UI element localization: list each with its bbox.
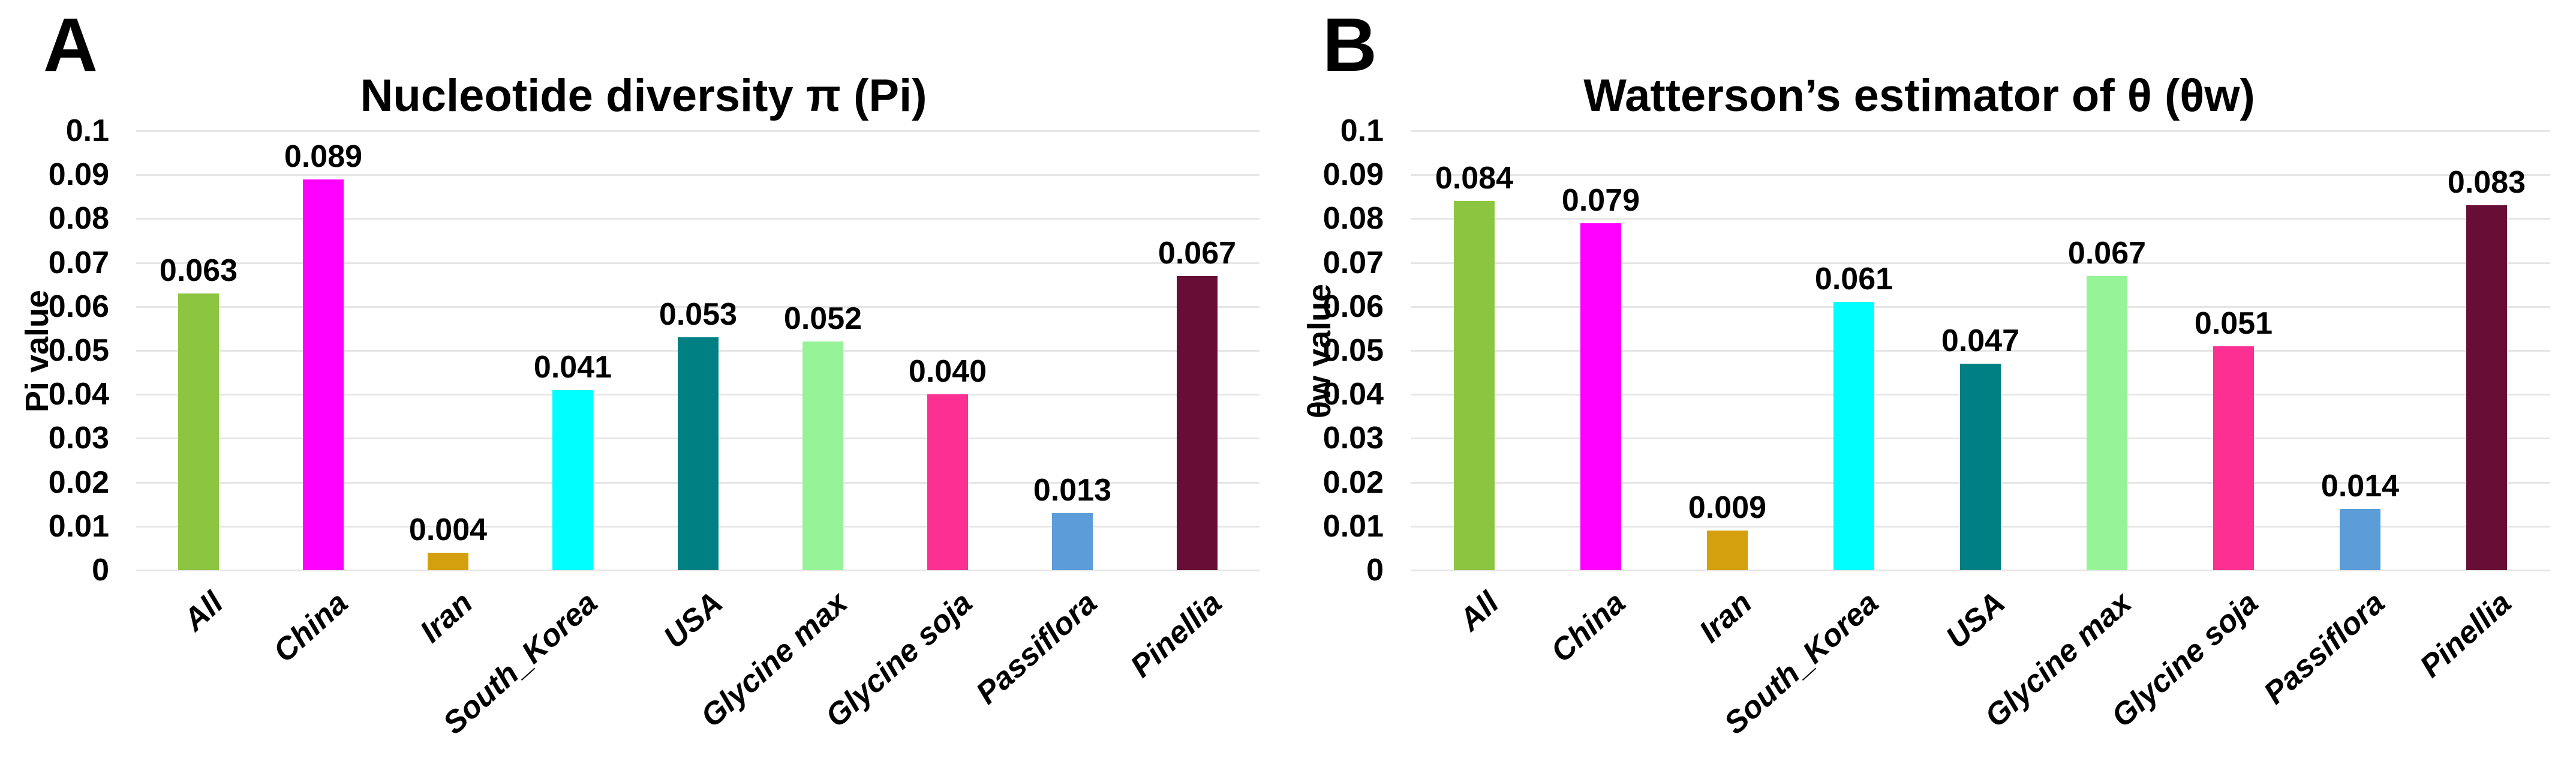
- y-axis-tick-label: 0.01: [1322, 509, 1384, 544]
- y-axis-tick-label: 0.1: [1340, 113, 1384, 148]
- y-axis-tick-label: 0.03: [1322, 421, 1384, 456]
- y-axis-tick-label: 0.02: [1322, 465, 1384, 500]
- bar-iran: [428, 553, 468, 570]
- bar-glycine-soja: [2213, 346, 2254, 570]
- bar-value-label: 0.079: [1561, 183, 1640, 218]
- gridline: [136, 174, 1260, 176]
- bar-value-label: 0.053: [659, 297, 738, 332]
- panel-b-letter: B: [1322, 2, 1377, 87]
- x-axis-label: China: [1544, 585, 1633, 670]
- bar-value-label: 0.084: [1435, 161, 1514, 196]
- x-axis-label: USA: [1939, 585, 2012, 655]
- y-axis-tick-label: 0.1: [65, 113, 109, 148]
- y-axis-tick-label: 0.03: [48, 421, 109, 456]
- y-axis-tick-label: 0.05: [48, 333, 109, 368]
- y-axis-tick-label: 0.02: [48, 465, 109, 500]
- x-axis-label: USA: [657, 585, 730, 655]
- gridline: [136, 306, 1260, 308]
- gridline: [136, 262, 1260, 264]
- panel-b-chart-title: Watterson’s estimator of θ (θw): [1583, 70, 2255, 121]
- bar-value-label: 0.061: [1814, 262, 1893, 296]
- bar-value-label: 0.089: [284, 139, 363, 174]
- bar-china: [303, 179, 344, 570]
- y-axis-tick-label: 0.07: [1322, 245, 1384, 280]
- bar-passiflora: [1052, 513, 1093, 570]
- panel-a-letter: A: [43, 2, 98, 87]
- bar-south-korea: [552, 390, 593, 570]
- bar-usa: [678, 337, 719, 570]
- gridline: [136, 570, 1260, 571]
- gridline: [1411, 350, 2550, 352]
- bar-south-korea: [1833, 302, 1874, 570]
- bar-glycine-max: [802, 341, 843, 570]
- bar-value-label: 0.013: [1033, 473, 1112, 508]
- x-axis-label: Iran: [413, 585, 480, 650]
- y-axis-tick-label: 0.06: [1322, 289, 1384, 324]
- y-axis-tick-label: 0.08: [1322, 201, 1384, 236]
- bar-passiflora: [2340, 509, 2380, 570]
- gridline: [1411, 218, 2550, 220]
- y-axis-tick-label: 0: [92, 553, 109, 588]
- bar-value-label: 0.014: [2320, 469, 2400, 504]
- x-axis-label: China: [266, 585, 355, 670]
- bar-value-label: 0.063: [159, 253, 238, 288]
- x-axis-label: Iran: [1693, 585, 1759, 650]
- y-axis-tick-label: 0.05: [1322, 333, 1384, 368]
- y-axis-tick-label: 0: [1366, 553, 1384, 588]
- bar-value-label: 0.051: [2194, 306, 2273, 341]
- y-axis-tick-label: 0.01: [48, 509, 109, 544]
- bar-value-label: 0.040: [908, 354, 987, 389]
- bar-value-label: 0.004: [408, 513, 488, 547]
- y-axis-tick-label: 0.06: [48, 289, 109, 324]
- x-axis-label: Passiflora: [969, 585, 1104, 711]
- x-axis-label: All: [1452, 585, 1506, 638]
- y-axis-tick-label: 0.08: [48, 201, 109, 236]
- panel-a-chart-title: Nucleotide diversity π (Pi): [360, 70, 927, 121]
- gridline: [1411, 130, 2550, 132]
- gridline: [1411, 306, 2550, 308]
- bar-usa: [1960, 364, 2001, 570]
- bar-value-label: 0.009: [1688, 490, 1767, 525]
- x-axis-label: Passiflora: [2257, 585, 2392, 711]
- bar-all: [1454, 201, 1495, 570]
- y-axis-tick-label: 0.04: [1322, 377, 1384, 412]
- gridline: [136, 130, 1260, 132]
- bar-value-label: 0.052: [783, 301, 862, 336]
- bar-value-label: 0.083: [2447, 165, 2526, 200]
- bar-china: [1580, 223, 1621, 570]
- bar-value-label: 0.041: [533, 350, 612, 385]
- bar-value-label: 0.067: [2067, 236, 2147, 271]
- bar-glycine-max: [2087, 276, 2127, 570]
- bar-value-label: 0.067: [1158, 236, 1237, 271]
- bar-pinellia: [1177, 276, 1218, 570]
- y-axis-tick-label: 0.07: [48, 245, 109, 280]
- y-axis-tick-label: 0.09: [1322, 157, 1384, 192]
- x-axis-label: All: [176, 585, 230, 638]
- bar-iran: [1707, 531, 1748, 570]
- gridline: [1411, 262, 2550, 264]
- gridline: [1411, 570, 2550, 571]
- y-axis-tick-label: 0.09: [48, 157, 109, 192]
- bar-glycine-soja: [927, 394, 968, 570]
- bar-all: [178, 293, 219, 570]
- x-axis-label: Pinellia: [2413, 585, 2518, 685]
- y-axis-tick-label: 0.04: [48, 377, 109, 412]
- gridline: [136, 218, 1260, 220]
- bar-pinellia: [2466, 205, 2507, 570]
- gridline: [1411, 174, 2550, 176]
- x-axis-label: Pinellia: [1124, 585, 1229, 685]
- bar-value-label: 0.047: [1941, 323, 2020, 358]
